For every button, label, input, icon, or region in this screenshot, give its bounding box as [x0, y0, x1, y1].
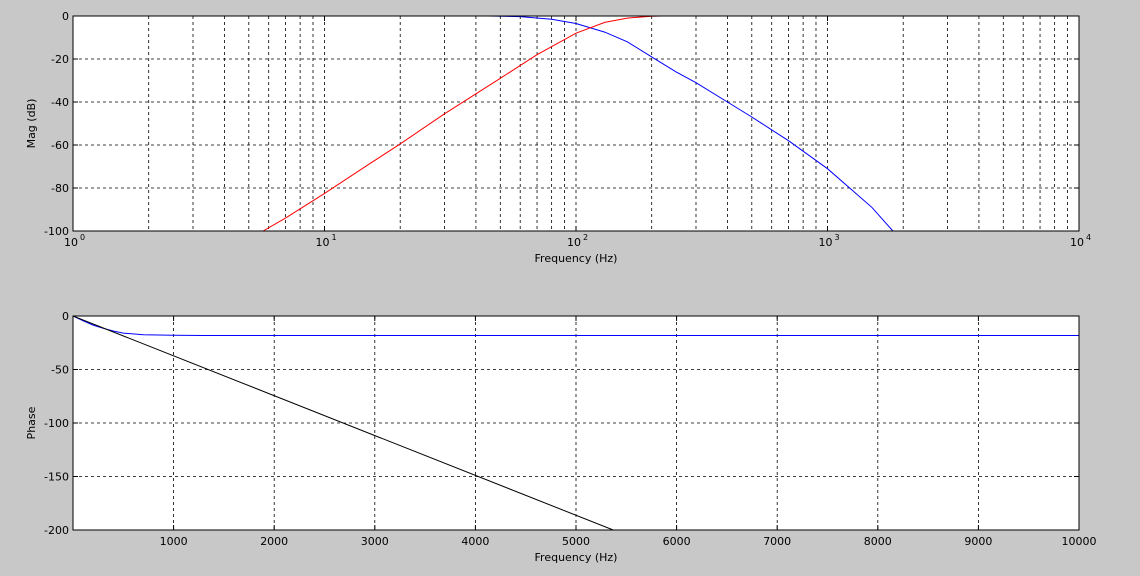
mag-plot-area	[73, 16, 1079, 231]
phase-series-line-0	[73, 316, 1079, 336]
mag-series-group	[73, 16, 1079, 231]
mag-x-tick-exponent: 1	[332, 233, 337, 242]
mag-y-tick-label: 0	[62, 10, 69, 23]
mag-y-axis-label: Mag (dB)	[25, 99, 38, 149]
phase-x-tick-label: 10000	[1062, 535, 1097, 548]
phase-y-tick-label: 0	[62, 310, 69, 323]
mag-x-tick-label: 10	[1070, 236, 1084, 249]
phase-series-line-1	[73, 316, 614, 530]
phase-x-tick-label: 4000	[461, 535, 489, 548]
phase-x-tick-label: 9000	[964, 535, 992, 548]
phase-y-tick-label: -150	[44, 471, 69, 484]
phase-x-tick-label: 2000	[260, 535, 288, 548]
mag-x-axis-label: Frequency (Hz)	[535, 252, 618, 265]
phase-y-axis-label: Phase	[25, 406, 38, 439]
mag-y-tick-label: -40	[51, 96, 69, 109]
phase-x-axis-label: Frequency (Hz)	[535, 551, 618, 564]
phase-x-tick-label: 3000	[361, 535, 389, 548]
phase-x-tick-label: 6000	[663, 535, 691, 548]
phase-y-tick-label: -50	[51, 364, 69, 377]
phase-x-tick-label: 5000	[562, 535, 590, 548]
mag-x-tick-label: 10	[64, 236, 78, 249]
mag-series-line-1	[262, 16, 663, 231]
mag-y-tick-label: -100	[44, 225, 69, 238]
phase-y-tick-label: -200	[44, 524, 69, 537]
phase-axes: 0 -50 -100 -150 -200 1000 2000 3000 4000 5000 6000…	[25, 310, 1097, 564]
mag-x-tick-label: 10	[819, 236, 833, 249]
phase-y-tick-label: -100	[44, 417, 69, 430]
mag-series-line-0	[488, 16, 894, 231]
mag-x-tick-exponent: 0	[80, 233, 85, 242]
mag-x-tick-label: 10	[567, 236, 581, 249]
phase-plot-area	[73, 316, 1079, 530]
phase-x-tick-label: 1000	[160, 535, 188, 548]
mag-y-tick-label: -80	[51, 182, 69, 195]
mag-x-tick-exponent: 2	[583, 233, 588, 242]
phase-x-tick-label: 8000	[864, 535, 892, 548]
mag-y-tick-label: -60	[51, 139, 69, 152]
mag-x-tick-exponent: 3	[835, 233, 840, 242]
mag-x-tick-exponent: 4	[1086, 233, 1091, 242]
mag-y-tick-label: -20	[51, 53, 69, 66]
mag-x-tick-label: 10	[316, 236, 330, 249]
phase-series-group	[73, 316, 1079, 530]
phase-x-tick-label: 7000	[763, 535, 791, 548]
